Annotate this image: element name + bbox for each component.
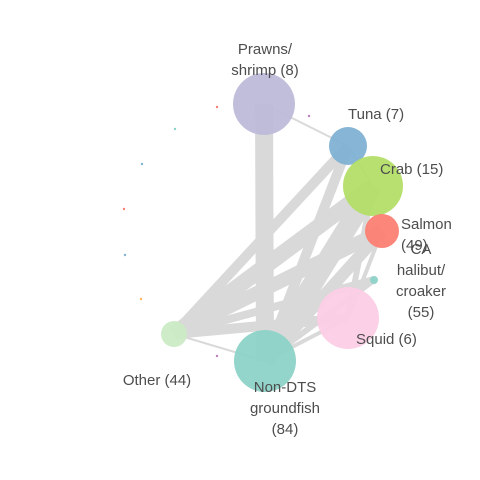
minor-node-m4: [122, 207, 126, 211]
node-label-line: shrimp (8): [231, 62, 299, 79]
node-label-other: Other (44): [123, 372, 191, 389]
node-label-salmon: Salmon (49): [401, 216, 452, 254]
node-label-line: Non-DTS: [254, 379, 317, 396]
node-halibut: [370, 276, 378, 284]
minor-node-m3: [140, 162, 144, 166]
node-label-line: (55): [408, 304, 435, 321]
minor-node-m6: [139, 297, 143, 301]
edge-other-salmon: [170, 224, 386, 341]
minor-node-layer: [122, 105, 311, 358]
node-label-line: CA: [411, 241, 432, 258]
node-label-squid: Squid (6): [356, 331, 417, 348]
node-label-tuna: Tuna (7): [348, 106, 404, 123]
node-other: [161, 321, 187, 347]
node-label-line: Other (44): [123, 372, 191, 389]
node-prawns: [233, 73, 295, 135]
node-label-line: groundfish: [250, 400, 320, 417]
edge-other-tuna: [170, 142, 352, 338]
node-nondts: [234, 330, 296, 392]
node-label-nondts: Non-DTS groundfish (84): [250, 379, 320, 438]
node-label-line: halibut/: [397, 262, 446, 279]
edge-nondts-crab: [256, 180, 382, 367]
node-squid: [317, 287, 379, 349]
node-layer: [161, 73, 403, 392]
node-label-line: (49): [401, 237, 428, 254]
node-label-halibut: CA halibut/croaker (55): [396, 241, 446, 321]
label-layer: Prawns/shrimp (8) Tuna (7) Crab (15) Salmon…: [123, 41, 452, 438]
node-label-line: Tuna (7): [348, 106, 404, 123]
minor-node-m8: [307, 114, 311, 118]
node-label-line: croaker: [396, 283, 446, 300]
node-crab: [343, 156, 403, 216]
minor-node-m1: [215, 105, 219, 109]
edge-other-crab: [169, 179, 378, 341]
edge-nondts-tuna: [260, 144, 353, 363]
minor-node-m7: [215, 354, 219, 358]
node-label-crab: Crab (15): [380, 161, 443, 178]
node-label-prawns: Prawns/shrimp (8): [231, 41, 299, 79]
node-label-line: (84): [272, 421, 299, 438]
node-label-line: Salmon: [401, 216, 452, 233]
node-salmon: [365, 214, 399, 248]
node-tuna: [329, 127, 367, 165]
node-label-line: Squid (6): [356, 331, 417, 348]
minor-node-m2: [173, 127, 177, 131]
minor-node-m5: [123, 253, 127, 257]
node-label-line: Prawns/: [238, 41, 293, 58]
node-label-line: Crab (15): [380, 161, 443, 178]
